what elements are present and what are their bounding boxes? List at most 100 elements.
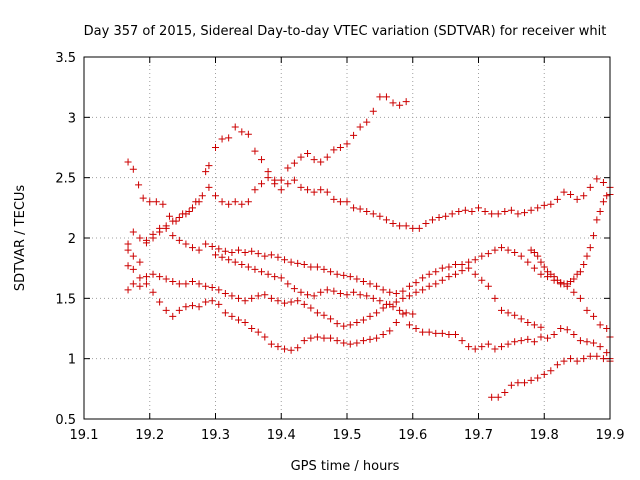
data-point-marker <box>560 357 568 365</box>
data-point-marker <box>599 198 607 206</box>
data-point-marker <box>202 298 210 306</box>
data-point-marker <box>379 331 387 339</box>
data-point-marker <box>202 240 210 248</box>
data-point-marker <box>363 207 371 215</box>
data-point-marker <box>294 344 302 352</box>
data-point-marker <box>389 99 397 107</box>
data-point-marker <box>297 153 305 161</box>
data-point-marker <box>261 252 269 260</box>
data-point-marker <box>451 261 459 269</box>
data-point-marker <box>465 258 473 266</box>
data-point-marker <box>521 379 529 387</box>
data-point-marker <box>511 248 519 256</box>
data-point-marker <box>422 220 430 228</box>
data-point-marker <box>323 153 331 161</box>
data-point-marker <box>195 280 203 288</box>
data-point-marker <box>297 288 305 296</box>
data-point-marker <box>382 216 390 224</box>
data-point-marker <box>290 159 298 167</box>
data-point-marker <box>142 236 150 244</box>
data-point-marker <box>129 252 137 260</box>
data-point-marker <box>317 288 325 296</box>
data-point-marker <box>310 188 318 196</box>
data-point-marker <box>346 273 354 281</box>
data-point-marker <box>415 224 423 232</box>
data-point-marker <box>244 198 252 206</box>
data-point-marker <box>235 294 243 302</box>
data-point-marker <box>149 288 157 296</box>
data-point-marker <box>438 264 446 272</box>
data-point-marker <box>501 388 509 396</box>
data-point-marker <box>524 258 532 266</box>
x-tick-label: 19.7 <box>464 428 493 443</box>
data-point-marker <box>327 268 335 276</box>
data-point-marker <box>251 186 259 194</box>
data-point-marker <box>195 246 203 254</box>
data-point-marker <box>445 273 453 281</box>
data-point-marker <box>124 262 132 270</box>
data-point-marker <box>356 123 364 131</box>
data-point-marker <box>445 263 453 271</box>
data-point-marker <box>281 345 289 353</box>
data-point-marker <box>336 290 344 298</box>
data-point-marker <box>208 242 216 250</box>
x-tick-label: 19.9 <box>596 428 625 443</box>
x-axis-label: GPS time / hours <box>291 459 400 474</box>
data-point-marker <box>124 246 132 254</box>
data-point-marker <box>297 183 305 191</box>
data-point-marker <box>373 334 381 342</box>
data-point-marker <box>570 331 578 339</box>
data-point-marker <box>202 168 210 176</box>
data-point-marker <box>238 128 246 136</box>
data-points <box>124 93 614 401</box>
data-point-marker <box>231 198 239 206</box>
data-point-marker <box>271 180 279 188</box>
data-point-marker <box>465 264 473 272</box>
data-point-marker <box>228 292 236 300</box>
data-point-marker <box>596 207 604 215</box>
data-point-marker <box>310 156 318 164</box>
data-point-marker <box>136 258 144 266</box>
data-point-marker <box>129 265 137 273</box>
data-point-marker <box>379 286 387 294</box>
data-point-marker <box>491 246 499 254</box>
data-point-marker <box>376 297 384 305</box>
data-point-marker <box>274 343 282 351</box>
x-tick-label: 19.4 <box>267 428 296 443</box>
data-point-marker <box>590 232 598 240</box>
data-point-marker <box>307 263 315 271</box>
data-point-marker <box>323 188 331 196</box>
data-point-marker <box>576 337 584 345</box>
data-point-marker <box>478 276 486 284</box>
data-point-marker <box>327 315 335 323</box>
data-point-marker <box>366 312 374 320</box>
data-point-marker <box>366 335 374 343</box>
data-point-marker <box>304 186 312 194</box>
data-point-marker <box>396 101 404 109</box>
data-point-marker <box>175 280 183 288</box>
data-point-marker <box>553 361 561 369</box>
data-point-marker <box>336 198 344 206</box>
data-point-marker <box>241 318 249 326</box>
data-point-marker <box>471 256 479 264</box>
data-point-marker <box>573 195 581 203</box>
data-point-marker <box>277 176 285 184</box>
data-point-marker <box>320 265 328 273</box>
data-point-marker <box>281 299 289 307</box>
data-point-marker <box>527 206 535 214</box>
data-point-marker <box>277 274 285 282</box>
data-point-marker <box>557 325 565 332</box>
data-point-marker <box>156 273 164 281</box>
data-point-marker <box>603 192 611 200</box>
data-point-marker <box>350 288 358 296</box>
data-point-marker <box>537 333 545 341</box>
data-point-marker <box>149 270 157 278</box>
data-point-marker <box>330 146 338 154</box>
data-point-marker <box>287 258 295 266</box>
data-point-marker <box>521 209 529 217</box>
data-point-marker <box>307 334 315 342</box>
y-axis-label: SDTVAR / TECUs <box>13 185 28 292</box>
data-point-marker <box>399 287 407 295</box>
data-point-marker <box>544 334 552 342</box>
data-point-marker <box>402 98 410 106</box>
